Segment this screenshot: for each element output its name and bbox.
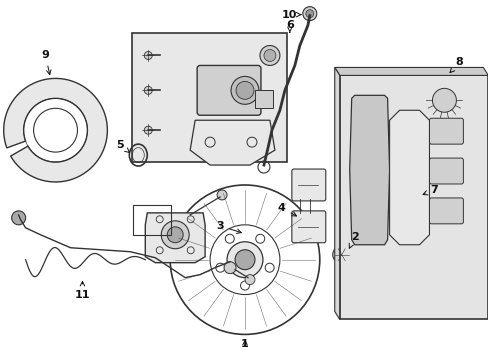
Circle shape <box>235 250 254 270</box>
Circle shape <box>144 51 152 59</box>
Circle shape <box>226 242 263 278</box>
Circle shape <box>336 249 346 260</box>
Circle shape <box>264 50 275 62</box>
Bar <box>133 205 171 235</box>
Circle shape <box>230 76 259 104</box>
Polygon shape <box>334 67 339 319</box>
Polygon shape <box>339 75 488 319</box>
Circle shape <box>224 262 236 274</box>
Bar <box>132 32 286 162</box>
Polygon shape <box>190 120 274 165</box>
Circle shape <box>302 7 316 21</box>
Circle shape <box>34 108 77 152</box>
Text: 11: 11 <box>75 282 90 300</box>
Text: 2: 2 <box>348 232 358 248</box>
Text: 4: 4 <box>277 203 296 216</box>
Text: 9: 9 <box>41 50 51 75</box>
FancyBboxPatch shape <box>428 118 463 144</box>
Text: 7: 7 <box>422 185 437 195</box>
FancyBboxPatch shape <box>291 211 325 243</box>
Circle shape <box>332 246 350 264</box>
Circle shape <box>12 211 25 225</box>
FancyBboxPatch shape <box>428 198 463 224</box>
Text: 10: 10 <box>282 10 300 20</box>
Circle shape <box>167 227 183 243</box>
Bar <box>254 90 272 108</box>
Polygon shape <box>334 67 488 75</box>
Text: 6: 6 <box>285 19 293 32</box>
Polygon shape <box>349 95 389 245</box>
Text: 5: 5 <box>116 140 129 153</box>
Text: 8: 8 <box>449 58 462 73</box>
Text: 1: 1 <box>241 339 248 349</box>
FancyBboxPatch shape <box>197 66 261 115</box>
FancyBboxPatch shape <box>291 169 325 201</box>
Circle shape <box>236 81 253 99</box>
Polygon shape <box>4 78 107 182</box>
Circle shape <box>260 45 279 66</box>
Circle shape <box>144 86 152 94</box>
Circle shape <box>431 88 455 112</box>
Circle shape <box>217 190 226 200</box>
Text: 3: 3 <box>216 221 241 233</box>
FancyBboxPatch shape <box>428 158 463 184</box>
Circle shape <box>305 10 313 18</box>
Circle shape <box>161 221 189 249</box>
Circle shape <box>144 126 152 134</box>
Circle shape <box>244 275 254 285</box>
Polygon shape <box>145 213 204 263</box>
Polygon shape <box>389 110 428 245</box>
